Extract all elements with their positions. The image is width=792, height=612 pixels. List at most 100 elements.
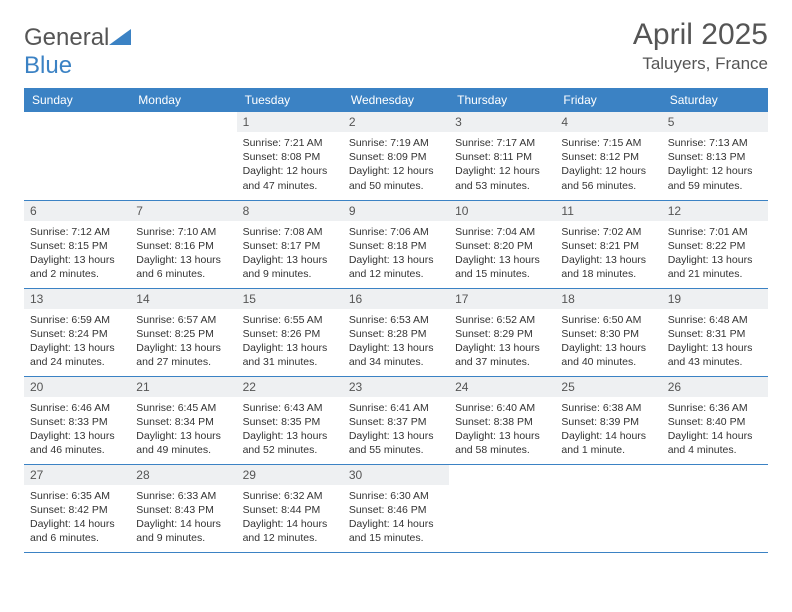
calendar-week-row: 13Sunrise: 6:59 AMSunset: 8:24 PMDayligh… — [24, 288, 768, 376]
calendar-day-cell: 3Sunrise: 7:17 AMSunset: 8:11 PMDaylight… — [449, 112, 555, 200]
day-content: Sunrise: 6:33 AMSunset: 8:43 PMDaylight:… — [130, 485, 236, 550]
logo: GeneralBlue — [24, 18, 131, 80]
sunrise-text: Sunrise: 6:33 AM — [136, 489, 230, 503]
day-content: Sunrise: 6:30 AMSunset: 8:46 PMDaylight:… — [343, 485, 449, 550]
day-number: 18 — [555, 289, 661, 309]
sunrise-text: Sunrise: 7:12 AM — [30, 225, 124, 239]
sunset-text: Sunset: 8:26 PM — [243, 327, 337, 341]
weekday-header: Sunday — [24, 88, 130, 112]
day-content: Sunrise: 6:40 AMSunset: 8:38 PMDaylight:… — [449, 397, 555, 462]
weekday-header: Friday — [555, 88, 661, 112]
header: GeneralBlue April 2025 Taluyers, France — [24, 18, 768, 80]
sunset-text: Sunset: 8:08 PM — [243, 150, 337, 164]
calendar-day-cell: 25Sunrise: 6:38 AMSunset: 8:39 PMDayligh… — [555, 376, 661, 464]
sunset-text: Sunset: 8:17 PM — [243, 239, 337, 253]
sunset-text: Sunset: 8:13 PM — [668, 150, 762, 164]
day-number: 8 — [237, 201, 343, 221]
daylight-text: Daylight: 14 hours and 15 minutes. — [349, 517, 443, 545]
day-content: Sunrise: 7:01 AMSunset: 8:22 PMDaylight:… — [662, 221, 768, 286]
logo-part2: Blue — [24, 52, 72, 79]
sunset-text: Sunset: 8:25 PM — [136, 327, 230, 341]
day-number: 20 — [24, 377, 130, 397]
day-number: 4 — [555, 112, 661, 132]
calendar-body: 1Sunrise: 7:21 AMSunset: 8:08 PMDaylight… — [24, 112, 768, 552]
sunrise-text: Sunrise: 7:19 AM — [349, 136, 443, 150]
daylight-text: Daylight: 12 hours and 50 minutes. — [349, 164, 443, 192]
day-content: Sunrise: 7:13 AMSunset: 8:13 PMDaylight:… — [662, 132, 768, 197]
sunrise-text: Sunrise: 6:55 AM — [243, 313, 337, 327]
daylight-text: Daylight: 13 hours and 6 minutes. — [136, 253, 230, 281]
sunrise-text: Sunrise: 6:43 AM — [243, 401, 337, 415]
daylight-text: Daylight: 13 hours and 24 minutes. — [30, 341, 124, 369]
calendar-day-cell: 17Sunrise: 6:52 AMSunset: 8:29 PMDayligh… — [449, 288, 555, 376]
location: Taluyers, France — [633, 54, 768, 74]
sunset-text: Sunset: 8:28 PM — [349, 327, 443, 341]
calendar-week-row: 1Sunrise: 7:21 AMSunset: 8:08 PMDaylight… — [24, 112, 768, 200]
calendar-empty-cell — [555, 464, 661, 552]
sunrise-text: Sunrise: 6:41 AM — [349, 401, 443, 415]
daylight-text: Daylight: 13 hours and 40 minutes. — [561, 341, 655, 369]
sunrise-text: Sunrise: 7:13 AM — [668, 136, 762, 150]
day-number: 30 — [343, 465, 449, 485]
calendar-day-cell: 15Sunrise: 6:55 AMSunset: 8:26 PMDayligh… — [237, 288, 343, 376]
day-number: 22 — [237, 377, 343, 397]
sunrise-text: Sunrise: 6:53 AM — [349, 313, 443, 327]
daylight-text: Daylight: 13 hours and 49 minutes. — [136, 429, 230, 457]
day-content: Sunrise: 6:55 AMSunset: 8:26 PMDaylight:… — [237, 309, 343, 374]
title-block: April 2025 Taluyers, France — [633, 18, 768, 74]
sunset-text: Sunset: 8:30 PM — [561, 327, 655, 341]
day-number: 1 — [237, 112, 343, 132]
day-number: 27 — [24, 465, 130, 485]
calendar-day-cell: 13Sunrise: 6:59 AMSunset: 8:24 PMDayligh… — [24, 288, 130, 376]
day-content: Sunrise: 6:46 AMSunset: 8:33 PMDaylight:… — [24, 397, 130, 462]
day-content: Sunrise: 7:21 AMSunset: 8:08 PMDaylight:… — [237, 132, 343, 197]
day-number: 9 — [343, 201, 449, 221]
daylight-text: Daylight: 13 hours and 43 minutes. — [668, 341, 762, 369]
calendar-week-row: 27Sunrise: 6:35 AMSunset: 8:42 PMDayligh… — [24, 464, 768, 552]
sunrise-text: Sunrise: 6:35 AM — [30, 489, 124, 503]
calendar-day-cell: 14Sunrise: 6:57 AMSunset: 8:25 PMDayligh… — [130, 288, 236, 376]
day-content: Sunrise: 7:08 AMSunset: 8:17 PMDaylight:… — [237, 221, 343, 286]
sunset-text: Sunset: 8:11 PM — [455, 150, 549, 164]
day-number: 5 — [662, 112, 768, 132]
sunrise-text: Sunrise: 6:59 AM — [30, 313, 124, 327]
daylight-text: Daylight: 13 hours and 37 minutes. — [455, 341, 549, 369]
day-number: 3 — [449, 112, 555, 132]
sunset-text: Sunset: 8:20 PM — [455, 239, 549, 253]
calendar-day-cell: 24Sunrise: 6:40 AMSunset: 8:38 PMDayligh… — [449, 376, 555, 464]
sunset-text: Sunset: 8:46 PM — [349, 503, 443, 517]
daylight-text: Daylight: 14 hours and 9 minutes. — [136, 517, 230, 545]
calendar-day-cell: 19Sunrise: 6:48 AMSunset: 8:31 PMDayligh… — [662, 288, 768, 376]
day-content: Sunrise: 6:43 AMSunset: 8:35 PMDaylight:… — [237, 397, 343, 462]
sunset-text: Sunset: 8:37 PM — [349, 415, 443, 429]
sunset-text: Sunset: 8:18 PM — [349, 239, 443, 253]
logo-part1: General — [24, 24, 109, 51]
calendar-day-cell: 11Sunrise: 7:02 AMSunset: 8:21 PMDayligh… — [555, 200, 661, 288]
calendar-day-cell: 8Sunrise: 7:08 AMSunset: 8:17 PMDaylight… — [237, 200, 343, 288]
calendar-day-cell: 27Sunrise: 6:35 AMSunset: 8:42 PMDayligh… — [24, 464, 130, 552]
calendar-page: GeneralBlue April 2025 Taluyers, France … — [0, 0, 792, 571]
calendar-day-cell: 21Sunrise: 6:45 AMSunset: 8:34 PMDayligh… — [130, 376, 236, 464]
day-number: 24 — [449, 377, 555, 397]
day-content: Sunrise: 6:53 AMSunset: 8:28 PMDaylight:… — [343, 309, 449, 374]
sunset-text: Sunset: 8:44 PM — [243, 503, 337, 517]
day-number: 10 — [449, 201, 555, 221]
sunrise-text: Sunrise: 7:01 AM — [668, 225, 762, 239]
day-number: 29 — [237, 465, 343, 485]
sunset-text: Sunset: 8:21 PM — [561, 239, 655, 253]
logo-triangle-icon — [109, 29, 131, 45]
sunset-text: Sunset: 8:43 PM — [136, 503, 230, 517]
daylight-text: Daylight: 13 hours and 34 minutes. — [349, 341, 443, 369]
sunrise-text: Sunrise: 6:38 AM — [561, 401, 655, 415]
day-content: Sunrise: 7:15 AMSunset: 8:12 PMDaylight:… — [555, 132, 661, 197]
calendar-week-row: 20Sunrise: 6:46 AMSunset: 8:33 PMDayligh… — [24, 376, 768, 464]
daylight-text: Daylight: 13 hours and 15 minutes. — [455, 253, 549, 281]
sunset-text: Sunset: 8:16 PM — [136, 239, 230, 253]
day-content: Sunrise: 6:48 AMSunset: 8:31 PMDaylight:… — [662, 309, 768, 374]
daylight-text: Daylight: 13 hours and 27 minutes. — [136, 341, 230, 369]
calendar-day-cell: 6Sunrise: 7:12 AMSunset: 8:15 PMDaylight… — [24, 200, 130, 288]
day-number: 6 — [24, 201, 130, 221]
day-number: 11 — [555, 201, 661, 221]
sunrise-text: Sunrise: 7:21 AM — [243, 136, 337, 150]
calendar-day-cell: 23Sunrise: 6:41 AMSunset: 8:37 PMDayligh… — [343, 376, 449, 464]
